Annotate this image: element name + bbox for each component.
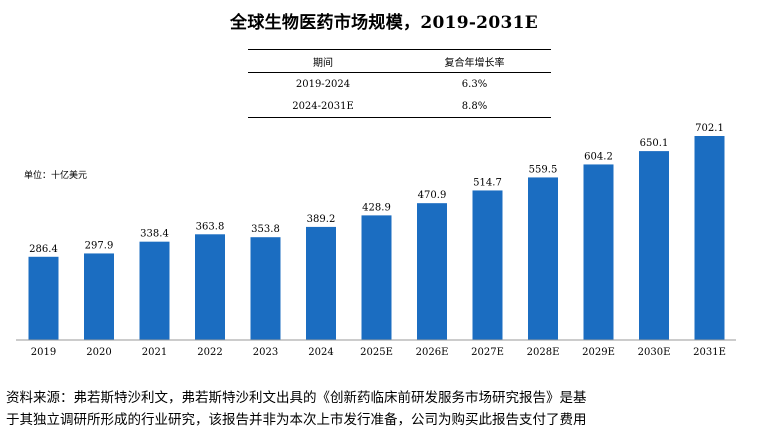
data-label: 470.9 <box>418 190 447 201</box>
source-note: 资料来源：弗若斯特沙利文，弗若斯特沙利文出具的《创新药临床前研发服务市场研究报告… <box>6 387 762 431</box>
data-label: 338.4 <box>140 229 169 240</box>
data-label: 702.1 <box>695 123 724 134</box>
unit-label: 单位：十亿美元 <box>24 171 88 181</box>
bar <box>583 164 614 340</box>
cagr-table-rate: 8.8% <box>398 95 551 118</box>
x-tick-label: 2026E <box>416 347 449 358</box>
data-label: 286.4 <box>29 244 58 255</box>
data-label: 353.8 <box>251 224 280 235</box>
x-tick-label: 2020 <box>86 347 111 358</box>
x-tick-label: 2030E <box>638 347 671 358</box>
data-label: 363.8 <box>196 221 225 232</box>
bar <box>528 177 558 340</box>
data-label: 559.5 <box>529 164 558 175</box>
data-label: 297.9 <box>85 240 114 251</box>
cagr-table-row: 2024-2031E 8.8% <box>248 95 551 118</box>
data-label: 604.2 <box>584 151 613 162</box>
source-note-line: 于其独立调研所形成的行业研究，该报告并非为本次上市发行准备，公司为购买此报告支付… <box>6 412 587 428</box>
bar <box>472 190 503 340</box>
cagr-table: 期间 复合年增长率 2019-2024 6.3% 2024-2031E 8.8% <box>248 49 551 118</box>
bar <box>417 203 447 340</box>
x-tick-label: 2025E <box>360 347 393 358</box>
bar-chart: 286.4 2019 297.9 2020 338.4 2021 363.8 2022 353.… <box>16 123 736 358</box>
source-note-line: 资料来源：弗若斯特沙利文，弗若斯特沙利文出具的《创新药临床前研发服务市场研究报告… <box>6 390 587 406</box>
x-tick-label: 2027E <box>471 347 504 358</box>
data-label: 389.2 <box>307 214 336 225</box>
data-label: 650.1 <box>640 138 669 149</box>
cagr-table-period: 2024-2031E <box>248 95 398 118</box>
bar <box>361 215 392 340</box>
x-tick-label: 2019 <box>31 347 56 358</box>
chart-title: 全球生物医药市场规模，2019-2031E <box>230 13 538 33</box>
x-tick-label: 2022 <box>197 347 222 358</box>
bar <box>250 237 281 340</box>
bar <box>195 234 225 340</box>
bar <box>694 136 725 340</box>
x-tick-label: 2023 <box>253 347 278 358</box>
data-label: 514.7 <box>473 177 502 188</box>
cagr-table-period: 2019-2024 <box>295 78 351 90</box>
cagr-table-header-period: 期间 <box>248 49 398 73</box>
x-tick-label: 2029E <box>582 347 615 358</box>
x-tick-label: 2028E <box>527 347 560 358</box>
bar <box>28 256 59 340</box>
x-tick-label: 2021 <box>142 347 167 358</box>
cagr-table-header-cagr: 复合年增长率 <box>398 49 551 73</box>
bar <box>139 241 170 340</box>
bar <box>639 151 669 340</box>
bar <box>306 226 336 340</box>
cagr-table-rate: 6.3% <box>461 78 488 90</box>
x-tick-label: 2024 <box>308 347 333 358</box>
cagr-table-row: 2019-2024 6.3% <box>248 73 551 96</box>
bar <box>84 253 114 340</box>
cagr-table-header-row: 期间 复合年增长率 <box>248 49 551 73</box>
x-tick-label: 2031E <box>693 347 726 358</box>
data-label: 428.9 <box>362 202 391 213</box>
